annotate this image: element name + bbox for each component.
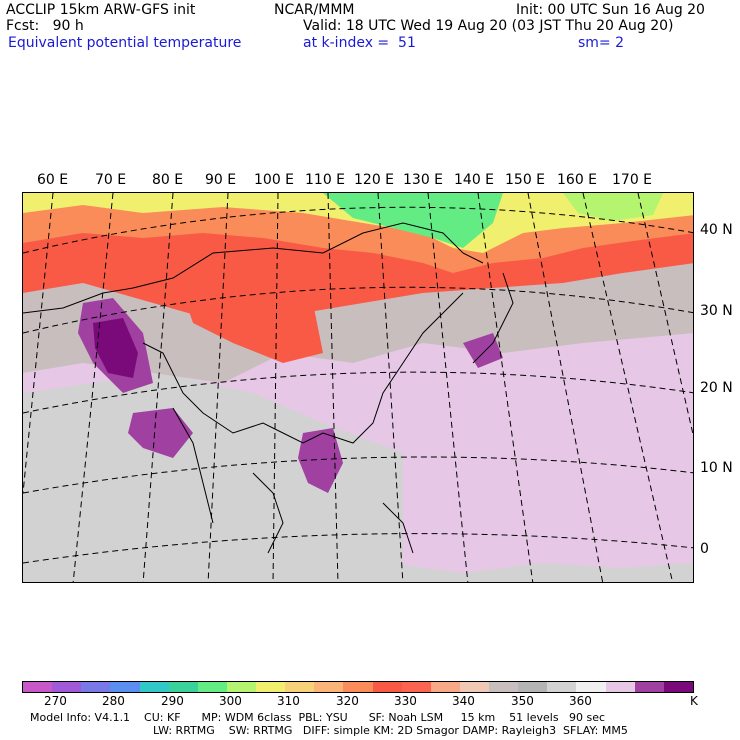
colorbar-swatch: [343, 682, 373, 692]
colorbar-swatch: [605, 682, 635, 692]
colorbar-swatch: [459, 682, 489, 692]
lon-label: 130 E: [403, 172, 444, 188]
colorbar-label: 270: [44, 694, 67, 708]
colorbar-swatch: [226, 682, 256, 692]
colorbar-swatch: [401, 682, 431, 692]
colorbar-label: 290: [161, 694, 184, 708]
colorbar-label: 350: [511, 694, 534, 708]
forecast-hour: Fcst: 90 h: [6, 18, 84, 34]
colorbar-swatch: [634, 682, 664, 692]
colorbar-swatch: [285, 682, 315, 692]
lon-label: 70 E: [95, 172, 127, 188]
smoothing-label: sm= 2: [578, 35, 625, 51]
model-title: ACCLIP 15km ARW-GFS init: [6, 2, 196, 18]
init-time: Init: 00 UTC Sun 16 Aug 20: [516, 2, 705, 18]
lat-label: 20 N: [700, 380, 733, 396]
colorbar-swatch: [197, 682, 227, 692]
colorbar-label: 280: [102, 694, 125, 708]
valid-time: Valid: 18 UTC Wed 19 Aug 20 (03 JST Thu …: [303, 18, 674, 34]
level-label: at k-index = 51: [303, 35, 416, 51]
lon-label: 140 E: [454, 172, 495, 188]
lon-label: 80 E: [152, 172, 184, 188]
colorbar-swatch: [547, 682, 577, 692]
colorbar-swatch: [314, 682, 344, 692]
colorbar-swatch: [139, 682, 169, 692]
colorbar-label: 360: [569, 694, 592, 708]
lat-label: 0: [700, 541, 709, 557]
colorbar-swatch: [168, 682, 198, 692]
org-label: NCAR/MMM: [274, 2, 355, 18]
lat-label: 40 N: [700, 222, 733, 238]
lat-label: 30 N: [700, 303, 733, 319]
colorbar-label: 330: [394, 694, 417, 708]
lon-label: 170 E: [612, 172, 653, 188]
field-name: Equivalent potential temperature: [8, 35, 242, 51]
lon-label: 100 E: [254, 172, 295, 188]
lat-label: 10 N: [700, 460, 733, 476]
map-field: [23, 193, 693, 582]
colorbar-label: 300: [219, 694, 242, 708]
colorbar: [22, 681, 694, 693]
colorbar-unit: K: [690, 694, 698, 708]
colorbar-swatch: [372, 682, 402, 692]
lon-label: 120 E: [354, 172, 395, 188]
colorbar-swatch: [110, 682, 140, 692]
colorbar-label: 310: [277, 694, 300, 708]
colorbar-swatch: [430, 682, 460, 692]
model-info-line2: LW: RRTMG SW: RRTMG DIFF: simple KM: 2D …: [153, 724, 628, 737]
colorbar-swatch: [52, 682, 82, 692]
map-panel: [22, 192, 694, 583]
colorbar-swatch: [256, 682, 286, 692]
colorbar-swatch: [518, 682, 548, 692]
colorbar-swatch: [489, 682, 519, 692]
lon-label: 150 E: [505, 172, 546, 188]
colorbar-swatch: [23, 682, 53, 692]
colorbar-swatch: [576, 682, 606, 692]
lon-label: 60 E: [37, 172, 69, 188]
lon-label: 160 E: [557, 172, 598, 188]
colorbar-swatch: [663, 682, 693, 692]
lon-label: 110 E: [305, 172, 346, 188]
model-info-line1: Model Info: V4.1.1 CU: KF MP: WDM 6class…: [30, 711, 606, 724]
colorbar-swatch: [81, 682, 111, 692]
colorbar-label: 320: [336, 694, 359, 708]
lon-label: 90 E: [205, 172, 237, 188]
colorbar-label: 340: [452, 694, 475, 708]
